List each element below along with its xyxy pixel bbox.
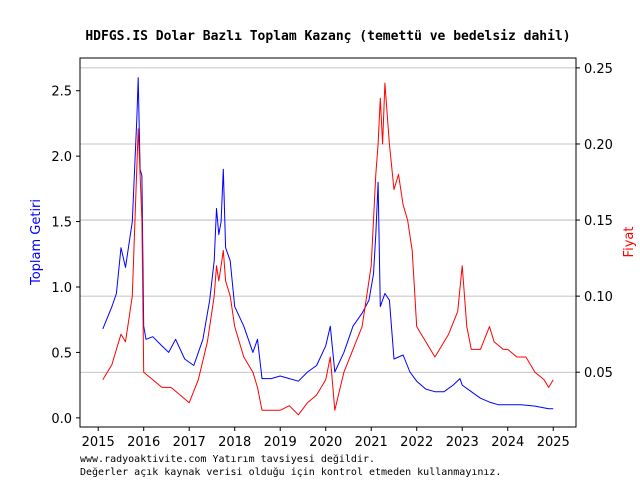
x-tick-label: 2015 bbox=[82, 435, 115, 450]
x-tick-label: 2018 bbox=[218, 435, 251, 450]
left-tick-label: 1.0 bbox=[51, 281, 72, 296]
plot-frame bbox=[79, 57, 577, 428]
x-tick-label: 2020 bbox=[309, 435, 342, 450]
x-tick-label: 2019 bbox=[264, 435, 297, 450]
price-line bbox=[102, 82, 554, 416]
grid-lines bbox=[80, 67, 576, 373]
series-group bbox=[102, 77, 554, 416]
right-axis: 0.05 0.10 0.15 0.20 0.25 bbox=[576, 62, 613, 381]
left-axis-label: Toplam Getiri bbox=[29, 199, 44, 286]
right-tick-label: 0.15 bbox=[584, 214, 613, 229]
right-tick-label: 0.25 bbox=[584, 62, 613, 77]
x-tick-label: 2022 bbox=[400, 435, 433, 450]
x-tick-label: 2016 bbox=[127, 435, 160, 450]
left-tick-label: 0.0 bbox=[51, 412, 72, 427]
x-tick-label: 2024 bbox=[491, 435, 524, 450]
right-tick-label: 0.20 bbox=[584, 138, 613, 153]
x-tick-label: 2021 bbox=[355, 435, 388, 450]
left-tick-label: 2.0 bbox=[51, 150, 72, 165]
x-axis: 2015 2016 2017 2018 2019 2020 2021 2022 2023 2024… bbox=[82, 427, 570, 450]
right-axis-label: Fiyat bbox=[622, 227, 637, 258]
footer-disclaimer-2: Değerler açık kaynak verisi olduğu için … bbox=[80, 467, 502, 478]
total-return-line bbox=[102, 77, 554, 410]
footer-disclaimer-1: www.radyoaktivite.com Yatırım tavsiyesi … bbox=[80, 454, 376, 465]
left-tick-label: 1.5 bbox=[51, 216, 72, 231]
left-axis: 0.0 0.5 1.0 1.5 2.0 2.5 bbox=[51, 85, 80, 427]
chart-title: HDFGS.IS Dolar Bazlı Toplam Kazanç (teme… bbox=[85, 29, 570, 44]
right-tick-label: 0.05 bbox=[584, 366, 613, 381]
x-tick-label: 2025 bbox=[537, 435, 570, 450]
x-tick-label: 2023 bbox=[446, 435, 479, 450]
right-tick-label: 0.10 bbox=[584, 290, 613, 305]
left-tick-label: 2.5 bbox=[51, 85, 72, 100]
x-tick-label: 2017 bbox=[173, 435, 206, 450]
left-tick-label: 0.5 bbox=[51, 346, 72, 361]
